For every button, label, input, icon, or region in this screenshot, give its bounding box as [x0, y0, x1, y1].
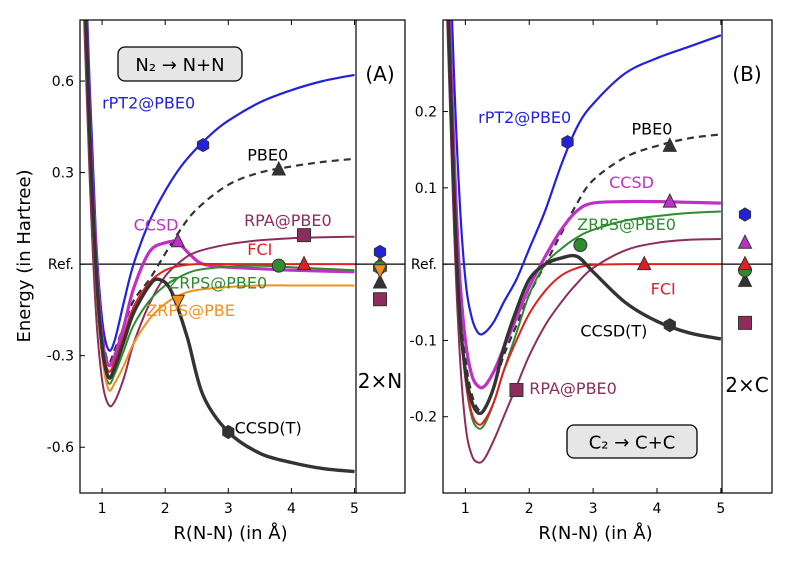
series-line-ccsd-t [446, 20, 722, 416]
marker-rpt2-pbe0 [196, 138, 210, 153]
plot-frame [79, 19, 406, 494]
x-tick-label: 4 [287, 501, 296, 517]
series-label-rpt2-pbe0: rPT2@PBE0 [478, 108, 571, 127]
marker-fci [296, 255, 312, 271]
reaction-title: N₂ → N+N [135, 55, 224, 76]
marker-rpt2-pbe0 [561, 135, 574, 150]
panel-label: (B) [732, 62, 761, 86]
reaction-title-box [117, 46, 243, 82]
x-tick-label: 5 [716, 501, 725, 517]
limit-marker-ccsd [737, 234, 753, 249]
y-axis-label: Energy (in Hartree) [14, 169, 35, 342]
series-label-zrps-pbe0: ZRPS@PBE0 [168, 274, 267, 293]
series-label-pbe0: PBE0 [247, 145, 288, 164]
marker-ccsd-t [222, 424, 235, 440]
x-tick-label: 3 [589, 501, 598, 517]
limit-marker-rpt2-pbe0 [738, 207, 752, 222]
panel-b: rPT2@PBE0 PBE0 CCSD ZRPS@PBE0 FCI RPA@PBE0 CCS… [410, 19, 773, 544]
y-tick-label: Ref. [411, 257, 437, 273]
x-axis-label: R(N-N) (in Å) [538, 522, 652, 544]
limit-label: 2×C [725, 373, 768, 397]
series-line-rpt2-pbe0 [450, 20, 722, 336]
reaction-title: C₂ → C+C [589, 433, 676, 454]
limit-marker-pbe0 [737, 272, 753, 287]
limit-marker-pbe0 [372, 273, 388, 289]
y-tick-label: 0.1 [415, 181, 437, 197]
series-label-ccsd-t: CCSD(T) [580, 322, 647, 341]
marker-pbe0 [662, 137, 678, 152]
series-label-rpa-pbe0: RPA@PBE0 [244, 211, 332, 230]
marker-zrps-pbe0 [271, 258, 286, 273]
plot-frame [442, 19, 773, 494]
marker-ccsd-t [663, 318, 676, 333]
series-label-fci: FCI [651, 280, 676, 299]
marker-ccsd [170, 232, 186, 248]
y-tick-label: Ref. [48, 257, 74, 273]
series-label-fci: FCI [247, 240, 272, 259]
x-tick-label: 5 [350, 501, 359, 517]
marker-rpa-pbe0 [509, 383, 524, 398]
reaction-title-box [566, 424, 698, 459]
y-tick-label: -0.6 [47, 440, 74, 456]
series-line-fci [447, 20, 721, 426]
limit-label: 2×N [358, 369, 402, 393]
x-tick-label: 3 [224, 501, 233, 517]
series-line-ccsd-t [84, 20, 355, 474]
curves [446, 20, 722, 464]
y-tick-label: -0.2 [410, 410, 437, 426]
marker-zrps-pbe0 [573, 238, 588, 253]
marker-pbe0 [271, 160, 287, 176]
x-tick-label: 4 [653, 501, 662, 517]
limit-marker-fci [737, 255, 753, 271]
series-label-rpt2-pbe0: rPT2@PBE0 [102, 93, 195, 112]
y-tick-label: 0.6 [52, 74, 74, 90]
panel-label: (A) [365, 62, 394, 86]
limit-marker-rpa-pbe0 [738, 315, 752, 330]
y-tick-label: 0.3 [52, 166, 74, 182]
marker-rpa-pbe0 [297, 228, 312, 243]
series-label-rpa-pbe0: RPA@PBE0 [529, 379, 617, 398]
marker-ccsd [662, 192, 678, 208]
series-label-ccsd: CCSD [609, 173, 654, 192]
x-tick-label: 1 [461, 501, 470, 517]
limit-marker-zrps-pbe [372, 264, 388, 279]
limit-marker-rpa-pbe0 [373, 292, 387, 307]
panel-a: rPT2@PBE0 PBE0 CCSD RPA@PBE0 FCI ZRPS@PBE0 ZRP… [47, 19, 406, 544]
x-tick-label: 1 [98, 501, 107, 517]
marker-fci [636, 255, 652, 271]
marker-zrps-pbe [170, 294, 186, 310]
y-tick-label: -0.3 [47, 349, 74, 365]
series-label-pbe0: PBE0 [631, 119, 672, 138]
curves [83, 20, 355, 474]
series-label-zrps-pbe0: ZRPS@PBE0 [577, 215, 676, 234]
series-label-ccsd-t: CCSD(T) [235, 418, 302, 437]
y-tick-label: -0.1 [410, 333, 437, 349]
series-line-rpa-pbe0 [446, 20, 721, 464]
x-tick-label: 2 [525, 501, 534, 517]
x-tick-label: 2 [161, 501, 170, 517]
series-label-zrps-pbe: ZRPS@PBE [146, 301, 235, 320]
y-tick-label: 0.2 [415, 105, 437, 121]
series-label-ccsd: CCSD [134, 216, 179, 235]
x-axis-label: R(N-N) (in Å) [173, 522, 287, 544]
series-line-rpa-pbe0 [83, 20, 355, 408]
